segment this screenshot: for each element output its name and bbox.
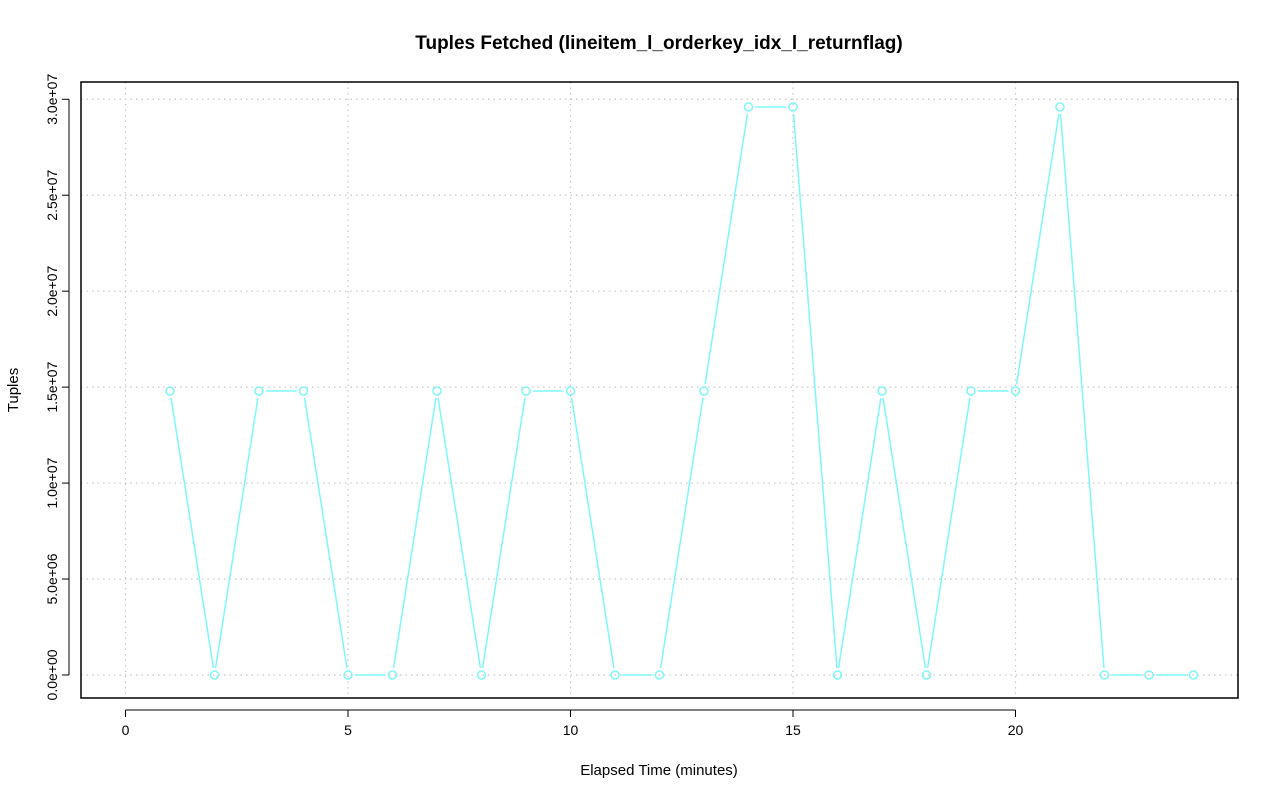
data-point [565, 386, 576, 396]
y-tick-label: 2.5e+07 [44, 170, 60, 221]
data-point [432, 386, 442, 396]
series-line-segment [170, 397, 215, 669]
series-line-segment [837, 397, 882, 669]
data-point [1099, 670, 1110, 680]
data-point [165, 386, 175, 396]
x-tick-label: 5 [344, 722, 352, 738]
data-point [921, 670, 932, 680]
plot-frame [80, 81, 1239, 699]
series-line-segment [1015, 113, 1060, 385]
series-line-segment [214, 397, 259, 669]
y-tick-label: 5.0e+06 [44, 553, 60, 604]
series-line-segment [1059, 113, 1105, 669]
x-tick-label: 15 [785, 722, 801, 738]
data-point [699, 386, 709, 396]
data-point [654, 670, 665, 680]
data-point [1055, 102, 1065, 112]
data-point [743, 102, 754, 112]
data-point [476, 670, 487, 680]
data-point [788, 102, 798, 112]
y-axis: 0.0e+00 5.0e+06 1.0e+07 1.5e+07 2.0e+07 2.5e+… [44, 74, 70, 700]
data-point [966, 386, 976, 396]
x-tick-label: 10 [563, 722, 579, 738]
series-line-segment [481, 397, 526, 669]
data-point [1188, 670, 1199, 680]
y-tick-label: 2.0e+07 [44, 265, 60, 316]
series-line-segment [792, 113, 838, 669]
series-line-segment [926, 397, 971, 669]
data-point [209, 670, 220, 680]
series-line-segment [704, 113, 749, 385]
series-line-segment [882, 397, 927, 669]
series-line-segment [303, 397, 348, 669]
data-point [343, 670, 353, 680]
data-point [877, 386, 887, 396]
x-axis-label: Elapsed Time (minutes) [580, 762, 738, 779]
x-tick-label: 0 [122, 722, 130, 738]
series-line-segment [570, 397, 615, 669]
series [165, 102, 1199, 680]
x-tick-label: 20 [1008, 722, 1024, 738]
data-point [387, 670, 398, 680]
data-point [832, 670, 843, 680]
data-point [254, 386, 264, 396]
series-line-segment [437, 397, 482, 669]
y-tick-label: 3.0e+07 [44, 74, 60, 125]
y-tick-label: 1.5e+07 [44, 361, 60, 412]
data-point [298, 386, 309, 396]
x-axis: 0 5 10 15 20 [122, 709, 1024, 738]
data-point [521, 386, 531, 396]
grid [81, 82, 1238, 698]
series-line-segment [659, 397, 704, 669]
chart-title: Tuples Fetched (lineitem_l_orderkey_idx_… [415, 33, 902, 54]
series-line-segment [392, 397, 437, 669]
y-tick-label: 1.0e+07 [44, 457, 60, 508]
y-axis-label: Tuples [5, 368, 22, 412]
data-point [1144, 670, 1154, 680]
data-point [610, 670, 620, 680]
data-point [1010, 386, 1021, 396]
y-tick-label: 0.0e+00 [44, 649, 60, 700]
series-layer [165, 102, 1199, 680]
